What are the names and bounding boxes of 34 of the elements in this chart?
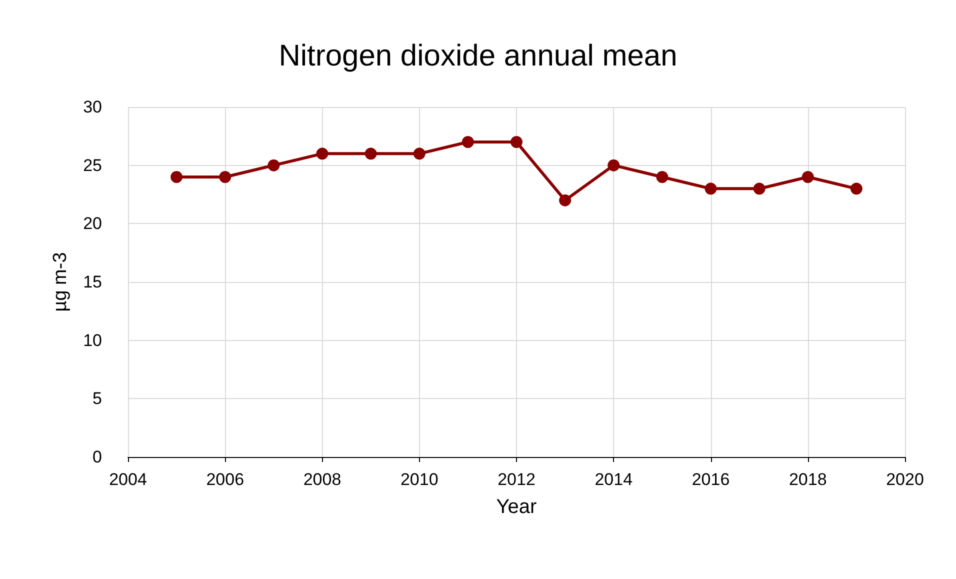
point <box>510 136 522 148</box>
x-tick-label: 2020 <box>886 470 924 489</box>
y-tick-label: 25 <box>83 156 102 175</box>
point <box>219 171 232 183</box>
point <box>704 182 717 195</box>
point <box>413 148 426 160</box>
y-tick-label: 30 <box>83 98 102 116</box>
x-tick-label: 2006 <box>206 470 244 489</box>
x-tick-label: 2016 <box>692 470 730 489</box>
x-tick-label: 2014 <box>594 470 633 489</box>
y-tick-label: 20 <box>83 214 102 234</box>
x-tick-label: 2018 <box>788 470 827 489</box>
y-tick-label: 0 <box>92 448 102 466</box>
point <box>316 148 328 160</box>
point <box>559 194 572 206</box>
point <box>802 171 814 183</box>
point <box>268 159 280 172</box>
y-tick-label: 15 <box>83 272 102 292</box>
x-axis-title: Year <box>496 496 538 518</box>
x-tick-label: 2008 <box>303 470 342 489</box>
x-tick-label: 2010 <box>400 470 438 489</box>
y-tick-label: 10 <box>83 330 102 350</box>
y-axis-title: µg m-3 <box>50 252 71 312</box>
point <box>364 148 377 160</box>
y-tick-label: 5 <box>92 389 102 408</box>
point <box>850 182 862 195</box>
point <box>170 171 183 183</box>
point <box>753 182 766 195</box>
chart-title: Nitrogen dioxide annual mean <box>278 40 678 72</box>
point <box>608 159 620 172</box>
point <box>462 136 474 148</box>
x-tick-label: 2012 <box>498 470 536 489</box>
x-tick-label: 2004 <box>109 470 147 489</box>
point <box>656 171 668 183</box>
